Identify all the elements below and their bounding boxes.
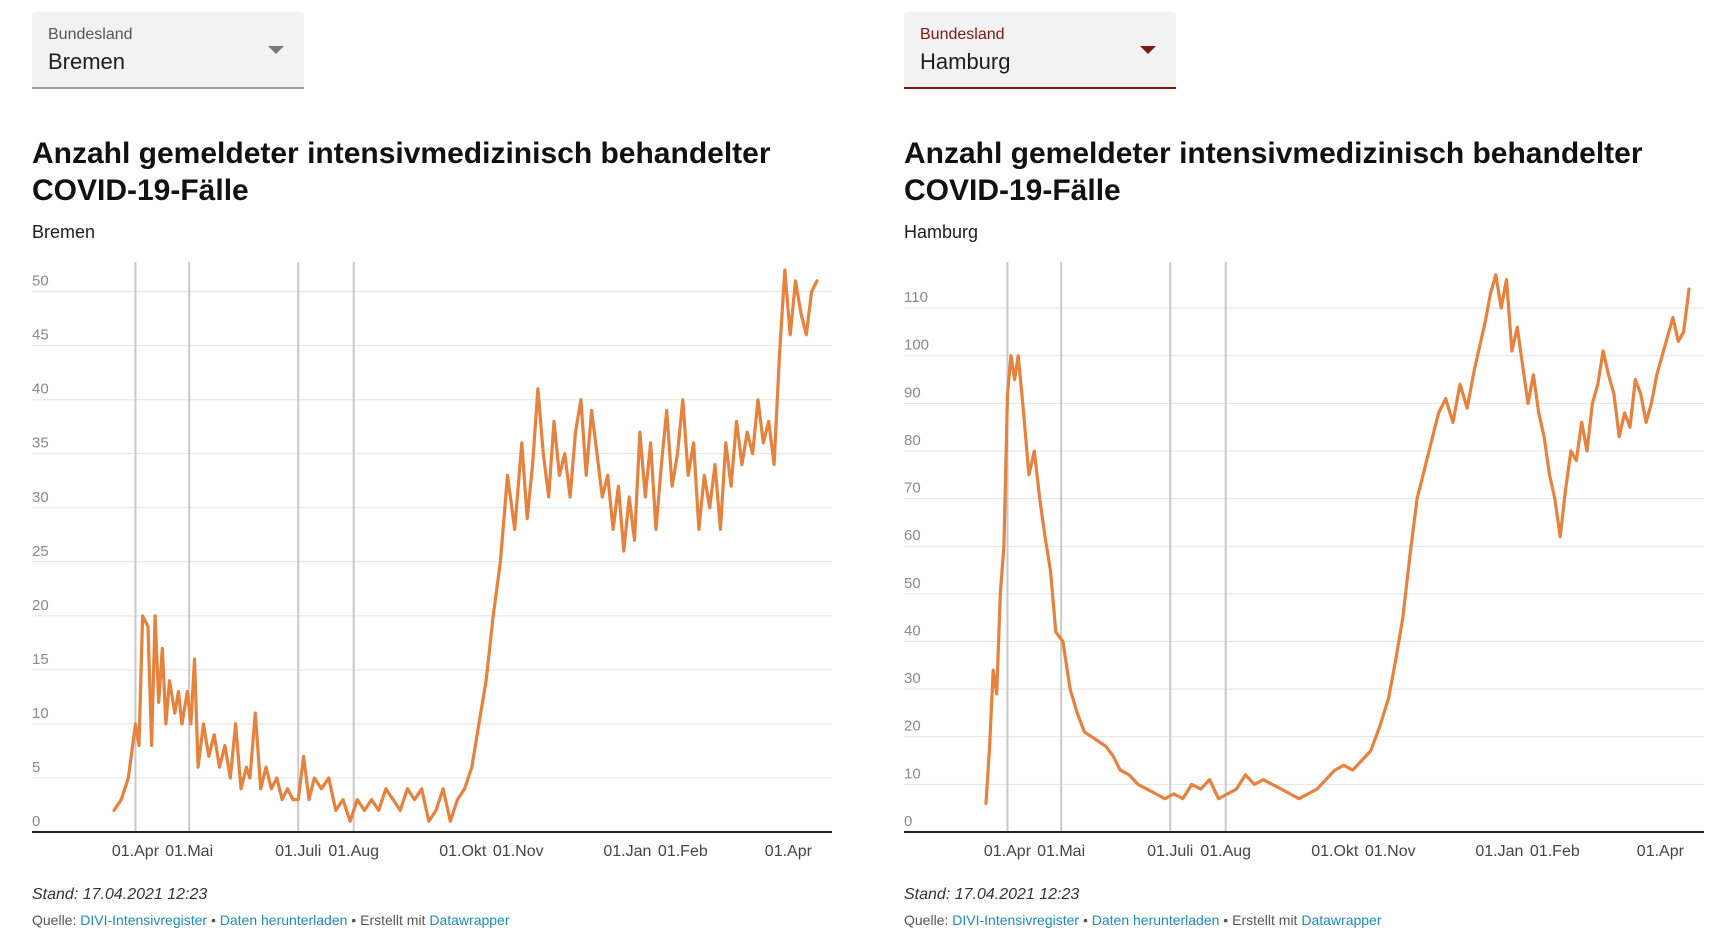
x-tick-label: 01.Mai xyxy=(165,843,213,860)
dropdown-value: Bremen xyxy=(48,49,126,74)
chart-subtitle: Hamburg xyxy=(904,222,979,242)
x-tick-label: 01.Okt xyxy=(439,843,487,860)
bundesland-dropdown[interactable]: Bundesland Bremen xyxy=(32,12,304,89)
source-prefix: Quelle: xyxy=(904,912,953,928)
divi-register-link[interactable]: DIVI-Intensivregister xyxy=(80,912,208,928)
source-line: Quelle: DIVI-Intensivregister • Daten he… xyxy=(904,912,1382,928)
dropdown-label: Bundesland xyxy=(48,26,133,43)
x-tick-label: 01.Juli xyxy=(1147,843,1193,860)
divi-register-link[interactable]: DIVI-Intensivregister xyxy=(952,912,1080,928)
series-line xyxy=(984,273,1691,806)
x-tick-label: 01.Feb xyxy=(1530,843,1580,860)
x-tick-label: 01.Apr xyxy=(984,843,1032,860)
y-tick-label: 25 xyxy=(32,543,49,560)
y-tick-label: 70 xyxy=(904,480,921,497)
download-data-link[interactable]: Daten herunterladen xyxy=(1091,912,1220,928)
y-tick-label: 60 xyxy=(904,527,921,544)
y-tick-label: 40 xyxy=(32,381,49,398)
chevron-down-icon[interactable] xyxy=(1140,46,1156,54)
x-tick-label: 01.Nov xyxy=(493,843,544,860)
y-tick-label: 20 xyxy=(32,597,49,614)
timestamp-note: Stand: 17.04.2021 12:23 xyxy=(32,886,208,903)
chart-subtitle: Bremen xyxy=(32,222,96,242)
y-tick-label: 0 xyxy=(32,813,40,830)
source-separator: • Erstellt mit xyxy=(1219,912,1302,928)
timestamp-note: Stand: 17.04.2021 12:23 xyxy=(904,886,1080,903)
y-tick-label: 5 xyxy=(32,759,40,776)
series-line xyxy=(112,268,819,823)
x-tick-label: 01.Aug xyxy=(1200,843,1251,860)
y-tick-label: 20 xyxy=(904,718,921,735)
download-data-link[interactable]: Daten herunterladen xyxy=(219,912,348,928)
y-tick-label: 10 xyxy=(904,765,921,782)
y-tick-label: 50 xyxy=(904,575,921,592)
datawrapper-link[interactable]: Datawrapper xyxy=(429,912,510,928)
source-separator: • xyxy=(1079,912,1092,928)
x-tick-label: 01.Apr xyxy=(1637,843,1685,860)
source-separator: • Erstellt mit xyxy=(347,912,430,928)
datawrapper-link[interactable]: Datawrapper xyxy=(1301,912,1382,928)
line-chart: 0 5 10 15 20 25 30 35 40 45 50 01.Apr 01.Mai 01.Juli 0… xyxy=(32,262,832,860)
y-tick-label: 45 xyxy=(32,327,49,344)
y-tick-label: 80 xyxy=(904,432,921,449)
y-tick-label: 15 xyxy=(32,651,49,668)
y-tick-label: 100 xyxy=(904,337,929,354)
x-tick-label: 01.Feb xyxy=(658,843,708,860)
y-tick-label: 110 xyxy=(904,289,928,306)
y-tick-label: 30 xyxy=(32,489,49,506)
y-tick-label: 0 xyxy=(904,813,912,830)
y-tick-label: 40 xyxy=(904,622,921,639)
bundesland-dropdown[interactable]: Bundesland Hamburg xyxy=(904,12,1176,89)
x-tick-label: 01.Aug xyxy=(328,843,379,860)
chart-panel-right: Bundesland Hamburg Anzahl gemeldeter int… xyxy=(904,0,1724,938)
source-line: Quelle: DIVI-Intensivregister • Daten he… xyxy=(32,912,510,928)
y-tick-label: 50 xyxy=(32,273,49,290)
y-tick-label: 35 xyxy=(32,435,49,452)
x-tick-label: 01.Okt xyxy=(1311,843,1359,860)
dropdown-label: Bundesland xyxy=(920,26,1005,43)
chart-title: Anzahl gemeldeter intensivmedizinisch be… xyxy=(32,137,771,207)
x-tick-label: 01.Mai xyxy=(1037,843,1085,860)
x-tick-label: 01.Jan xyxy=(1475,843,1523,860)
source-separator: • xyxy=(207,912,220,928)
x-tick-label: 01.Nov xyxy=(1365,843,1416,860)
chart-panel-left: Bundesland Bremen Anzahl gemeldeter inte… xyxy=(32,0,852,938)
line-chart: 0 10 20 30 40 50 60 70 80 90 100 110 01.Apr 01.Mai 01.… xyxy=(904,262,1704,860)
x-tick-label: 01.Apr xyxy=(765,843,813,860)
y-tick-label: 10 xyxy=(32,705,49,722)
x-tick-label: 01.Apr xyxy=(112,843,160,860)
dropdown-value: Hamburg xyxy=(920,49,1011,74)
chevron-down-icon[interactable] xyxy=(268,46,284,54)
chart-title: Anzahl gemeldeter intensivmedizinisch be… xyxy=(904,137,1643,207)
y-tick-label: 90 xyxy=(904,384,921,401)
y-tick-label: 30 xyxy=(904,670,921,687)
source-prefix: Quelle: xyxy=(32,912,81,928)
x-tick-label: 01.Jan xyxy=(603,843,651,860)
x-tick-label: 01.Juli xyxy=(275,843,321,860)
